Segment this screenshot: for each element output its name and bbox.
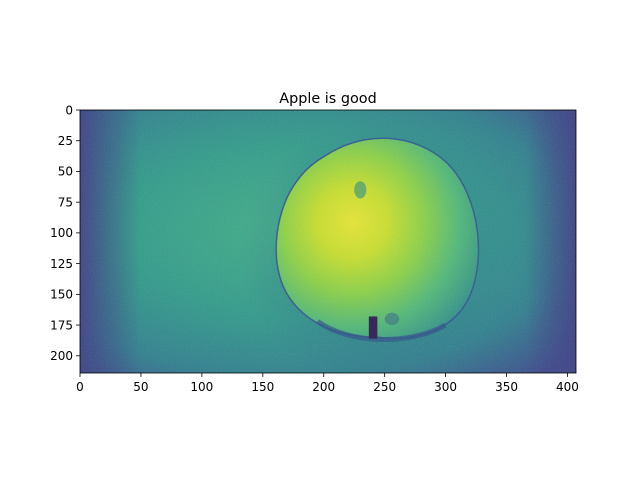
x-tick-label: 250 — [373, 380, 396, 394]
x-axis: 0 50 100 150 200 250 300 350 400 — [76, 373, 579, 394]
x-tick-label: 200 — [312, 380, 335, 394]
x-tick-label: 300 — [434, 380, 457, 394]
y-tick-label: 50 — [58, 165, 73, 179]
x-tick-label: 150 — [251, 380, 274, 394]
x-tick-label: 350 — [495, 380, 518, 394]
y-tick-label: 0 — [65, 103, 73, 117]
x-tick-label: 400 — [556, 380, 579, 394]
y-tick-label: 100 — [50, 226, 73, 240]
plot-area — [80, 110, 576, 373]
y-axis: 0 25 50 75 100 125 150 175 200 — [50, 103, 80, 363]
x-tick-label: 100 — [190, 380, 213, 394]
y-tick-label: 200 — [50, 349, 73, 363]
x-tick-label: 50 — [133, 380, 148, 394]
y-tick-label: 125 — [50, 257, 73, 271]
y-tick-label: 150 — [50, 288, 73, 302]
y-tick-label: 25 — [58, 134, 73, 148]
chart-title: Apple is good — [279, 91, 377, 107]
image-noise — [80, 110, 576, 373]
x-tick-label: 0 — [76, 380, 84, 394]
y-tick-label: 175 — [50, 318, 73, 332]
y-tick-label: 75 — [58, 195, 73, 209]
plot-frame — [79, 109, 577, 374]
